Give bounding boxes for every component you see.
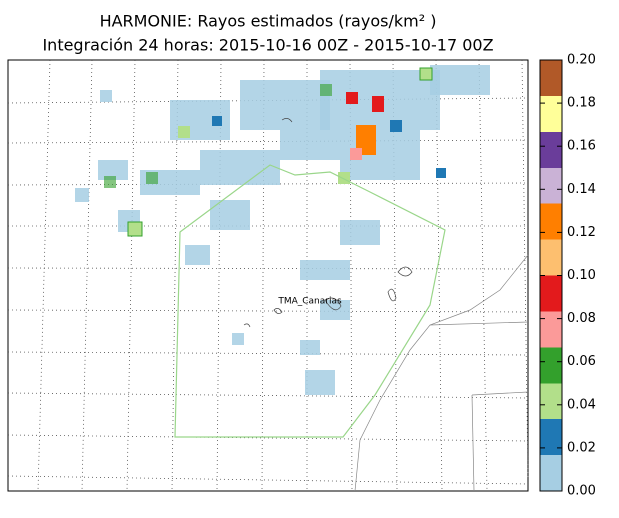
colorbar-tick-label: 0.08 <box>567 311 596 326</box>
colorbar: 0.00 0.02 0.04 0.06 0.08 0.10 0.12 0.14 0.16 0.18… <box>539 53 596 499</box>
coastline <box>243 118 529 492</box>
colorbar-tick-label: 0.00 <box>567 484 596 499</box>
colorbar-tick-label: 0.12 <box>567 225 596 240</box>
map: TMA_Canarias <box>7 59 529 492</box>
colorbar-tick-label: 0.06 <box>567 354 596 369</box>
region-label: TMA_Canarias <box>277 297 342 307</box>
map-frame <box>7 59 529 492</box>
colorbar-tick-label: 0.10 <box>567 268 596 283</box>
colorbar-tick-label: 0.14 <box>567 182 596 197</box>
title: HARMONIE: Rayos estimados (rayos/km² ) <box>100 12 437 31</box>
colorbar-tick-label: 0.16 <box>567 139 596 154</box>
subtitle: Integración 24 horas: 2015-10-16 00Z - 2… <box>42 36 493 55</box>
colorbar-tick-label: 0.04 <box>567 397 596 412</box>
colorbar-tick-label: 0.02 <box>567 440 596 455</box>
colorbar-tick-label: 0.20 <box>567 53 596 68</box>
lightning-field <box>75 65 490 395</box>
tma-boundary <box>174 164 446 438</box>
colorbar-tick-label: 0.18 <box>567 96 596 111</box>
